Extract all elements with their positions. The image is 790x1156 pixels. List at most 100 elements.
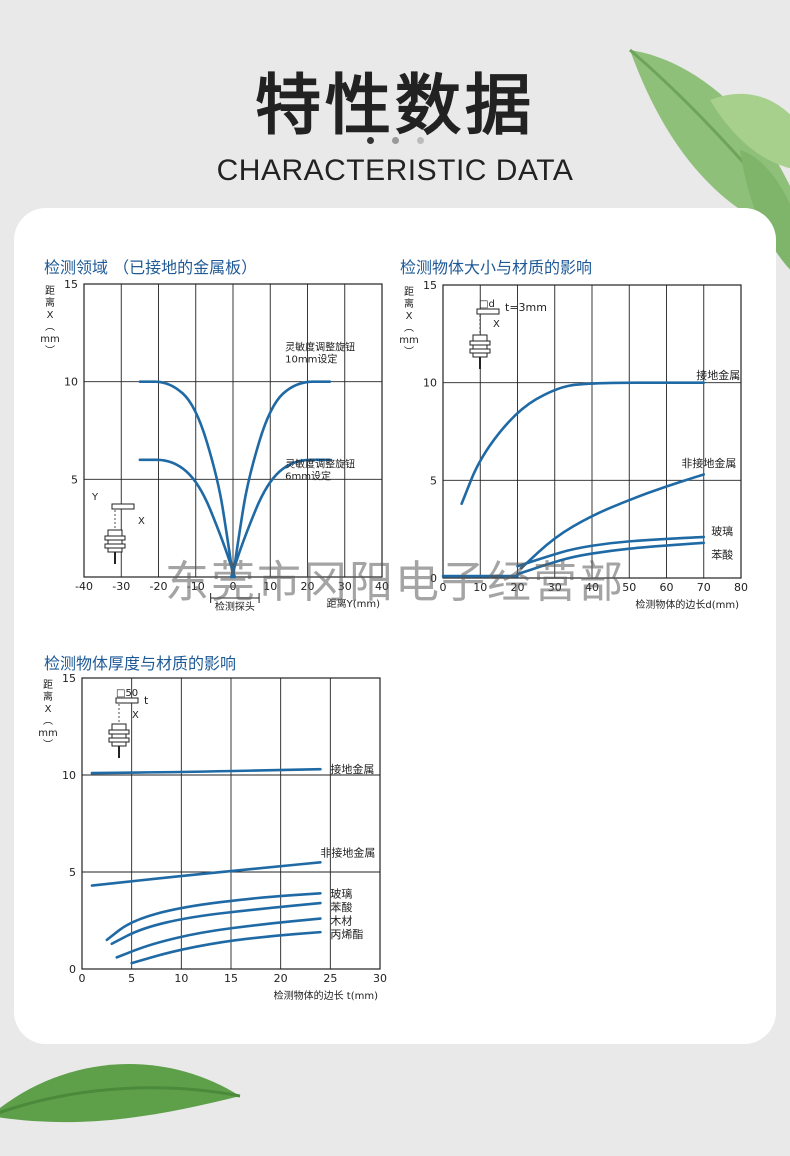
x-tick-label: 70 xyxy=(697,581,711,594)
y-tick-label: 5 xyxy=(430,474,437,487)
inset-label-t: t xyxy=(144,694,149,707)
x-tick-label: 30 xyxy=(373,972,387,985)
y-axis-label: X xyxy=(406,311,413,322)
series-label: 苯酸 xyxy=(711,548,733,562)
series-label: 接地金属 xyxy=(330,762,374,776)
x-tick-label: 15 xyxy=(224,972,238,985)
sensor-inset-icon: YX xyxy=(91,492,145,564)
annotation-label: 灵敏度调整旋钮 xyxy=(285,340,355,353)
y-axis-label: ︶ xyxy=(45,345,55,357)
x-tick-label: 10 xyxy=(174,972,188,985)
leaf-decoration-icon xyxy=(0,1064,241,1123)
series-label: 非接地金属 xyxy=(320,846,375,860)
y-axis-label: X xyxy=(47,310,54,321)
series-label: 丙烯酯 xyxy=(330,928,363,941)
series-label: 玻璃 xyxy=(711,524,733,538)
x-tick-label: 30 xyxy=(548,581,562,594)
x-tick-label: 10 xyxy=(263,580,277,593)
x-tick-label: 80 xyxy=(734,581,748,594)
x-tick-label: 50 xyxy=(622,581,636,594)
title-dots xyxy=(0,137,790,144)
y-axis-label: 离 xyxy=(404,297,414,310)
series-line xyxy=(460,381,706,506)
series-line xyxy=(110,901,322,946)
series-label: 非接地金属 xyxy=(681,456,736,470)
y-tick-label: 15 xyxy=(423,279,437,292)
inset-label-size: □50 xyxy=(116,688,138,699)
y-tick-label: 10 xyxy=(423,377,437,390)
y-axis-label: 距 xyxy=(404,286,414,298)
leaf-decoration-icon xyxy=(629,48,790,270)
y-tick-label: 5 xyxy=(69,866,76,879)
x-tick-label: -40 xyxy=(75,580,93,593)
x-axis-label: 距离Y(mm) xyxy=(327,597,380,610)
chart-title-size-material: 检测物体大小与材质的影响 xyxy=(400,258,593,277)
page-subtitle: CHARACTERISTIC DATA xyxy=(216,154,574,187)
inset-label-x: X xyxy=(138,516,145,527)
series-line xyxy=(519,473,706,570)
x-tick-label: 20 xyxy=(274,972,288,985)
series-label: 苯酸 xyxy=(330,900,352,914)
series-line xyxy=(105,892,322,942)
x-tick-label: 25 xyxy=(323,972,337,985)
x-tick-label: 30 xyxy=(338,580,352,593)
x-tick-label: 0 xyxy=(230,580,237,593)
x-tick-label: 40 xyxy=(375,580,389,593)
inset-label-y: Y xyxy=(91,492,99,503)
x-tick-label: 0 xyxy=(79,972,86,985)
annotation-label: 灵敏度调整旋钮 xyxy=(285,458,355,471)
probe-label: 检测探头 xyxy=(215,600,255,613)
annotation-label: 10mm设定 xyxy=(285,352,337,365)
y-axis-label: ︶ xyxy=(404,346,414,358)
x-tick-label: -30 xyxy=(112,580,130,593)
series-label: 木材 xyxy=(330,914,352,928)
y-axis-label: ︵ xyxy=(404,323,414,334)
sensor-inset-icon: □d t=3mm X xyxy=(469,299,547,369)
x-tick-label: 5 xyxy=(128,972,135,985)
series-line xyxy=(138,380,235,579)
y-axis-label: 离 xyxy=(45,296,55,309)
y-axis-label: mm xyxy=(40,334,59,345)
x-tick-label: 20 xyxy=(511,581,525,594)
chart-detection-area: -40 -30 -20 -10 0 10 20 30 4051015距离X︵mm︶距离Y(mm)… xyxy=(40,278,389,613)
series-line xyxy=(90,861,322,887)
y-axis-label: 距 xyxy=(43,679,53,691)
annotation-label: 6mm设定 xyxy=(285,470,331,483)
x-tick-label: 0 xyxy=(440,581,447,594)
y-axis-label: 距 xyxy=(45,285,55,297)
series-line xyxy=(115,917,322,959)
x-axis-label: 检测物体的边长d(mm) xyxy=(635,598,739,611)
series-line xyxy=(229,458,332,579)
inset-label-x: X xyxy=(493,319,500,330)
chart-title-detection-area: 检测领域 （已接地的金属板） xyxy=(44,258,258,277)
inset-label-d: □d xyxy=(479,299,495,310)
y-tick-label: 15 xyxy=(64,278,78,291)
y-tick-label: 10 xyxy=(62,769,76,782)
y-axis-label: mm xyxy=(38,728,57,739)
y-tick-label: 0 xyxy=(69,963,76,976)
series-line xyxy=(516,535,706,568)
series-line xyxy=(231,380,332,579)
y-axis-label: ︵ xyxy=(45,322,55,333)
chart-title-thickness-material: 检测物体厚度与材质的影响 xyxy=(44,654,237,673)
y-axis-label: 离 xyxy=(43,690,53,703)
y-tick-label: 10 xyxy=(64,376,78,389)
x-tick-label: -20 xyxy=(150,580,168,593)
x-tick-label: -10 xyxy=(187,580,205,593)
inset-label-t: t=3mm xyxy=(505,301,547,314)
series-line xyxy=(516,541,706,576)
sensor-inset-icon: □50 tX xyxy=(108,688,149,758)
page-title: 特性数据 xyxy=(255,67,535,144)
series-line xyxy=(130,930,322,965)
series-line xyxy=(138,458,237,579)
series-label: 玻璃 xyxy=(330,886,352,900)
chart-card xyxy=(14,208,776,1044)
x-tick-label: 60 xyxy=(660,581,674,594)
series-label: 接地金属 xyxy=(696,368,740,382)
y-axis-label: ︶ xyxy=(43,739,53,751)
inset-label-x: X xyxy=(132,710,139,721)
y-axis-label: ︵ xyxy=(43,716,53,727)
series-line xyxy=(90,767,322,775)
y-axis-label: X xyxy=(45,704,52,715)
